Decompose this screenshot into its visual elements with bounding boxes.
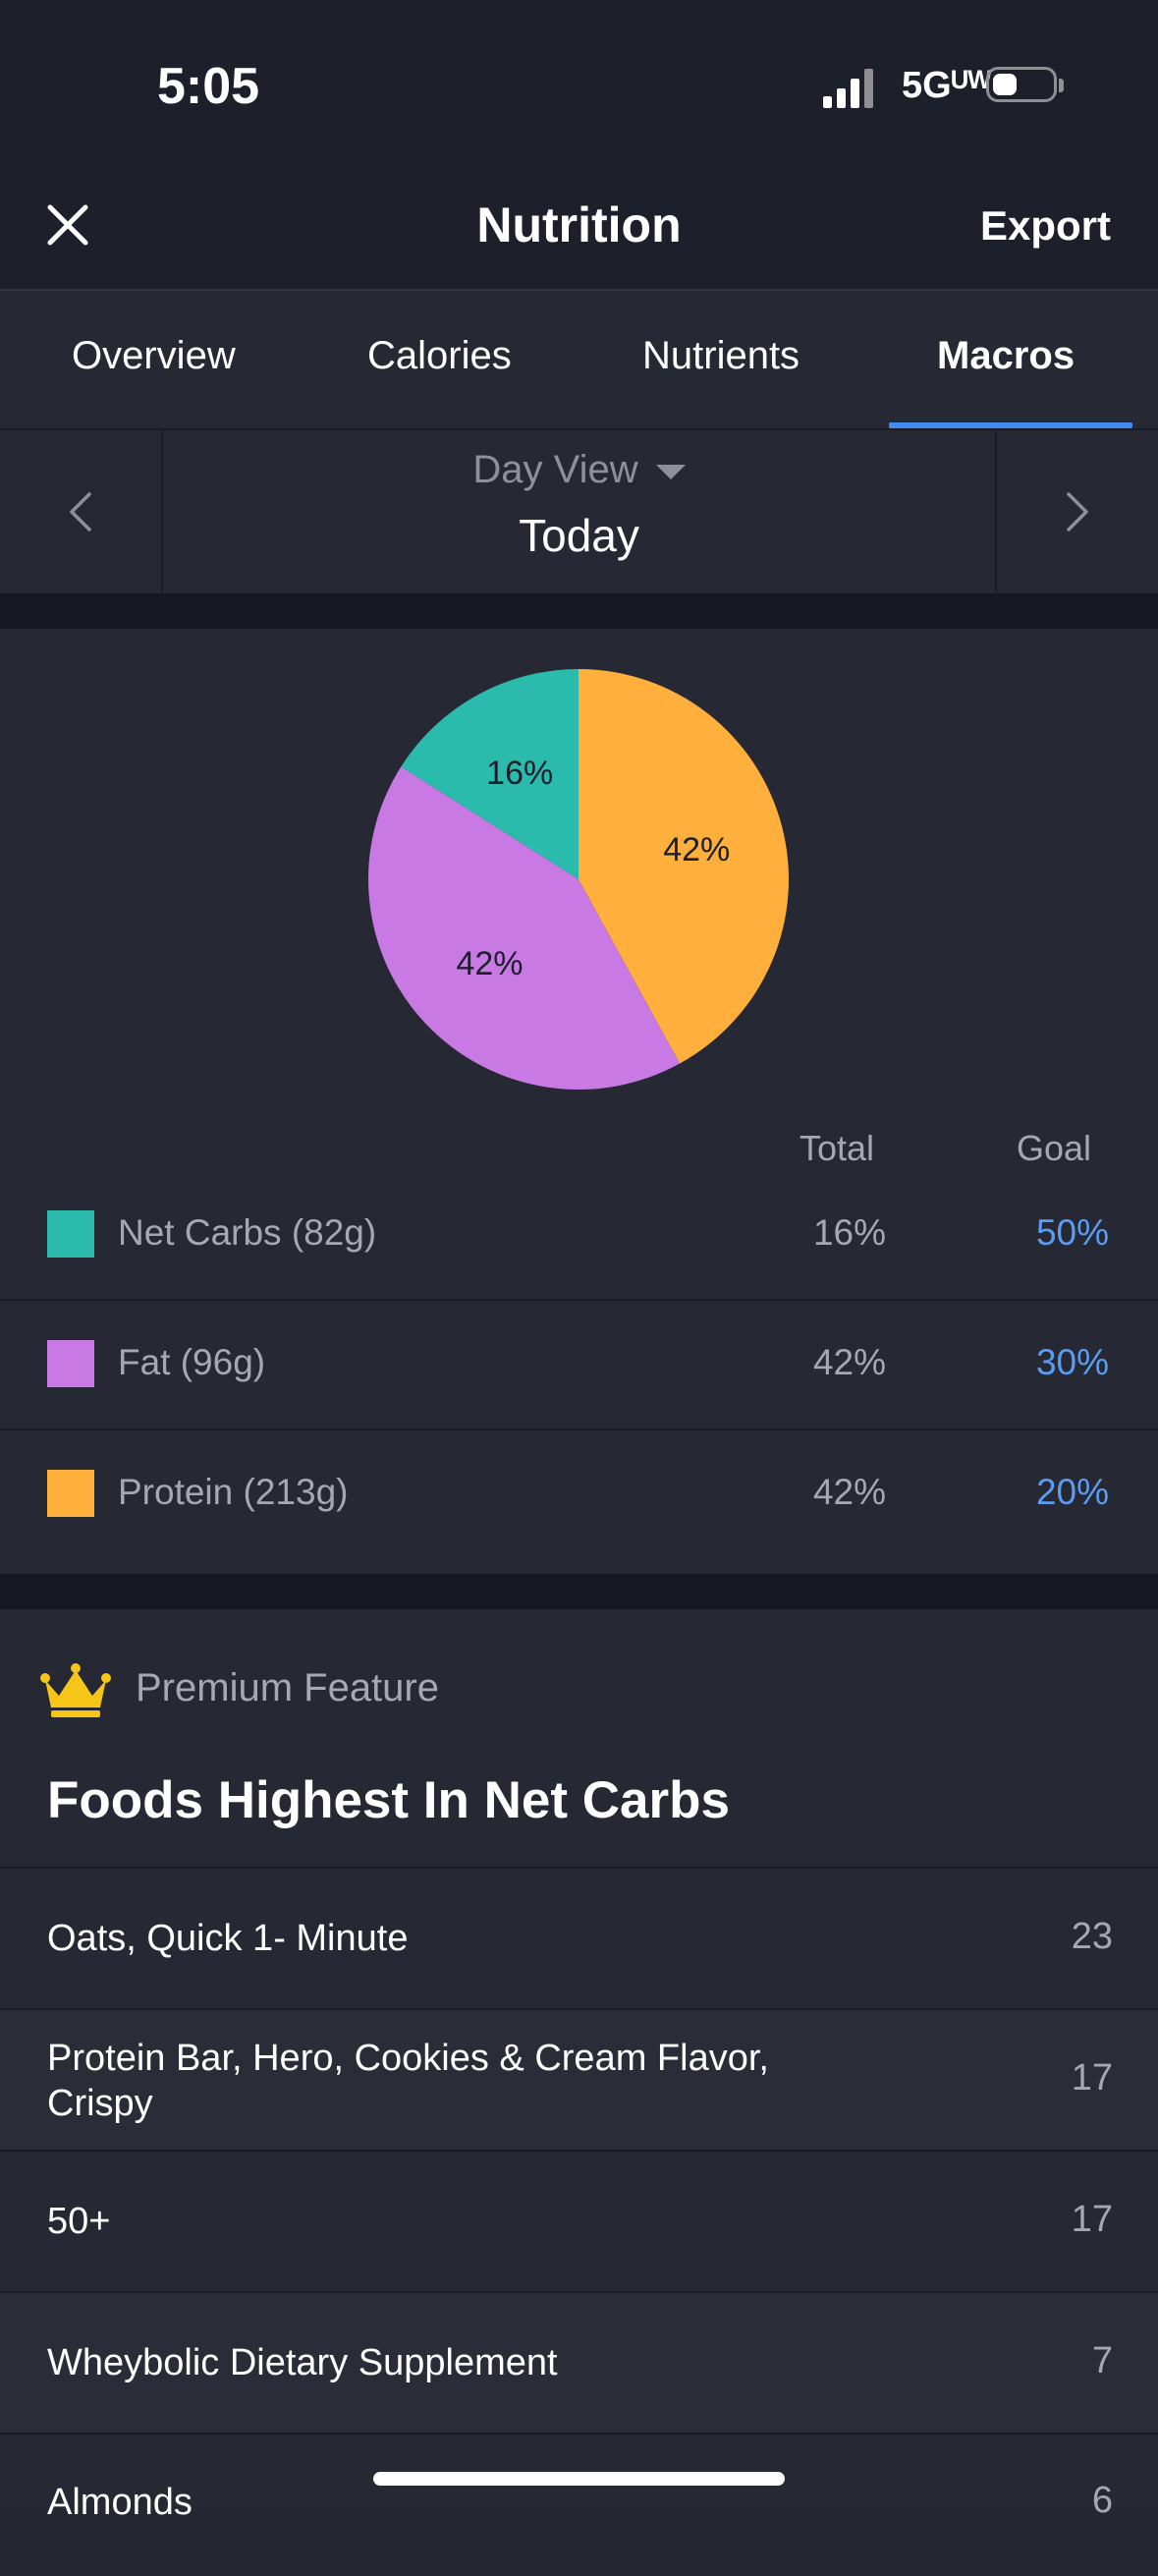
pie-slice-label: 42% xyxy=(456,945,523,982)
goal-column-header: Goal xyxy=(1017,1128,1092,1168)
crown-icon xyxy=(40,1663,111,1717)
active-tab-indicator xyxy=(889,422,1132,428)
food-value: 6 xyxy=(1091,2480,1113,2521)
food-value: 23 xyxy=(1071,1916,1113,1957)
section-divider xyxy=(0,593,1158,629)
pie-slice-label: 42% xyxy=(663,831,730,868)
battery-tip xyxy=(1059,79,1064,92)
food-name: Wheybolic Dietary Supplement xyxy=(47,2342,558,2383)
food-value: 17 xyxy=(1071,2199,1113,2240)
macro-total: 16% xyxy=(812,1212,886,1253)
macro-label: Protein (213g) xyxy=(118,1472,349,1512)
total-column-header: Total xyxy=(800,1128,875,1168)
food-name: Protein Bar, Hero, Cookies & Cream Flavo… xyxy=(47,2038,769,2124)
food-row[interactable]: Wheybolic Dietary Supplement 7 xyxy=(0,2291,1158,2435)
food-value: 17 xyxy=(1071,2057,1113,2099)
home-indicator xyxy=(373,2472,785,2486)
previous-day-button[interactable] xyxy=(0,430,163,593)
tab-overview[interactable]: Overview xyxy=(72,334,236,377)
chevron-right-icon xyxy=(1067,492,1088,532)
network-label: 5Gᵁᵂ xyxy=(902,65,992,106)
food-row[interactable]: Oats, Quick 1- Minute 23 xyxy=(0,1867,1158,2010)
export-button[interactable]: Export xyxy=(979,202,1111,249)
macro-goal: 50% xyxy=(1035,1212,1109,1253)
section-divider xyxy=(0,1574,1158,1609)
pie-slice-label: 16% xyxy=(486,755,553,792)
page-title: Nutrition xyxy=(476,197,682,252)
macro-goal: 30% xyxy=(1035,1342,1109,1382)
next-day-button[interactable] xyxy=(995,430,1158,593)
foods-section: Premium Feature Foods Highest In Net Car… xyxy=(0,1609,1158,2523)
day-view-label: Day View xyxy=(472,448,638,491)
macros-card: 42% 42% 16% Total Goal Net Carbs (82g) 16%… xyxy=(0,629,1158,1574)
tab-macros[interactable]: Macros xyxy=(937,334,1075,377)
pie-slice xyxy=(579,669,789,1064)
premium-feature-label: Premium Feature xyxy=(136,1666,439,1709)
food-row[interactable]: Protein Bar, Hero, Cookies & Cream Flavo… xyxy=(0,2008,1158,2152)
food-row[interactable]: 50+ 17 xyxy=(0,2150,1158,2293)
current-date: Today xyxy=(519,510,639,561)
macro-row-protein: Protein (213g) 42% 20% xyxy=(0,1430,1158,1558)
nav-bar: Nutrition Export xyxy=(0,173,1158,291)
signal-icon xyxy=(823,69,873,108)
macro-row-fat: Fat (96g) 42% 30% xyxy=(0,1301,1158,1430)
caret-down-icon xyxy=(655,464,686,479)
legend-swatch xyxy=(47,1210,94,1258)
macro-total: 42% xyxy=(812,1342,886,1382)
close-button[interactable] xyxy=(35,193,100,257)
chevron-left-icon xyxy=(70,492,91,532)
food-name: Almonds xyxy=(47,2482,193,2523)
macro-label: Net Carbs (82g) xyxy=(118,1212,377,1253)
day-view-dropdown[interactable]: Day View xyxy=(0,448,1158,492)
tab-nutrients[interactable]: Nutrients xyxy=(642,334,800,377)
legend-swatch xyxy=(47,1470,94,1517)
macro-total: 42% xyxy=(812,1472,886,1512)
macro-label: Fat (96g) xyxy=(118,1342,266,1382)
food-row[interactable]: Almonds 6 xyxy=(0,2433,1158,2576)
legend-swatch xyxy=(47,1340,94,1387)
tab-calories[interactable]: Calories xyxy=(367,334,512,377)
close-icon xyxy=(47,204,88,246)
date-navigator: Day View Today xyxy=(0,430,1158,593)
macro-row-net-carbs: Net Carbs (82g) 16% 50% xyxy=(0,1171,1158,1301)
macro-goal: 20% xyxy=(1035,1472,1109,1512)
food-name: 50+ xyxy=(47,2201,111,2242)
battery-icon xyxy=(986,67,1057,102)
tab-bar: Overview Calories Nutrients Macros xyxy=(0,291,1158,430)
macros-pie-chart: 42% 42% 16% xyxy=(368,669,789,1090)
pie-slice xyxy=(368,766,681,1090)
food-value: 7 xyxy=(1091,2340,1113,2381)
food-name: Oats, Quick 1- Minute xyxy=(47,1918,409,1959)
foods-title: Foods Highest In Net Carbs xyxy=(47,1771,730,1829)
status-time: 5:05 xyxy=(157,58,260,115)
pie-slice xyxy=(401,669,579,879)
status-bar: 5:05 5Gᵁᵂ xyxy=(0,0,1158,173)
